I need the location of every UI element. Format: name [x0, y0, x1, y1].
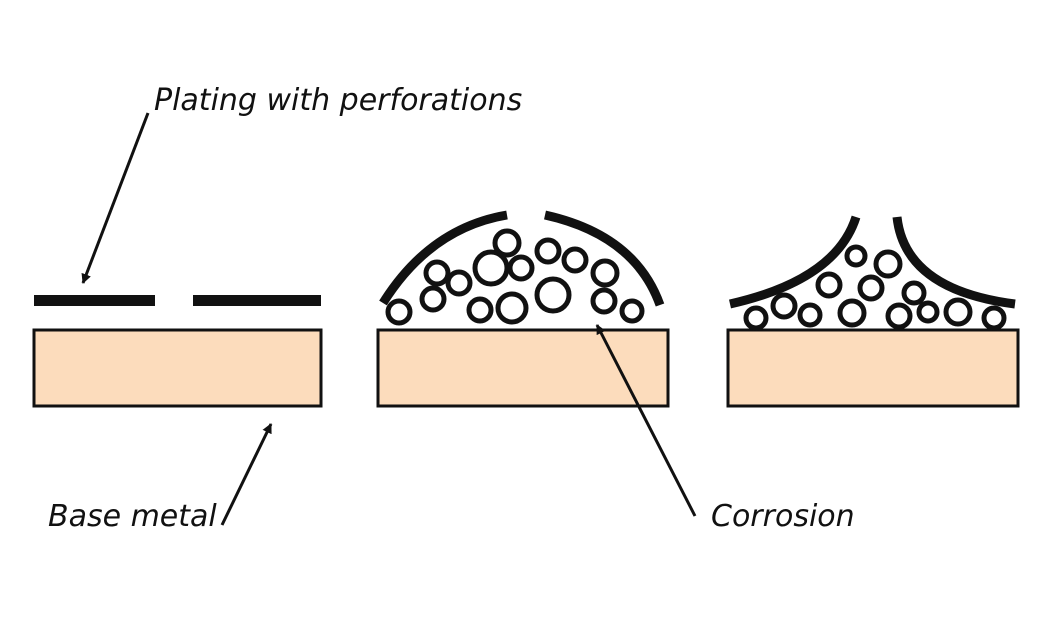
plating-segment	[193, 295, 321, 306]
panel-curled-plating	[726, 215, 1020, 408]
arrow-base-metal	[220, 423, 273, 526]
panel-perforated-plating	[32, 295, 323, 408]
corrosion-particles	[743, 244, 1007, 331]
curled-plating-right	[892, 216, 1016, 309]
curled-plating-left	[729, 215, 861, 309]
lifted-plating-left	[379, 210, 508, 306]
label-base-metal: Base metal	[48, 499, 217, 534]
base-metal-block	[32, 328, 323, 408]
plating-segment	[34, 295, 155, 306]
base-metal-block	[726, 328, 1020, 408]
label-corrosion: Corrosion	[711, 499, 855, 534]
label-plating-with-perforations: Plating with perforations	[154, 83, 522, 118]
arrow-corrosion	[595, 324, 697, 517]
lifted-plating-right	[544, 210, 665, 307]
base-metal-block	[376, 328, 670, 408]
corrosion-particles	[385, 228, 645, 326]
arrow-plating	[81, 112, 150, 284]
